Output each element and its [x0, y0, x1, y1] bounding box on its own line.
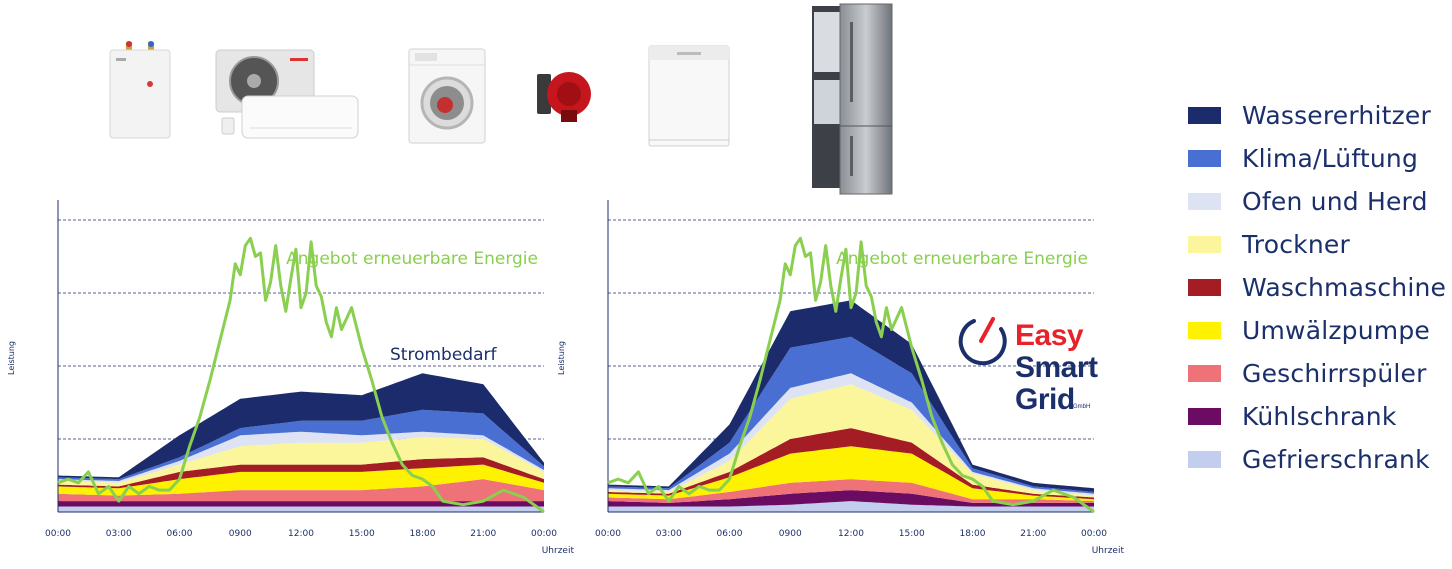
legend-label: Geschirrspüler: [1242, 359, 1427, 388]
legend-item: Ofen und Herd: [1188, 180, 1446, 223]
x-tick-label: 0900: [779, 529, 802, 539]
dishwasher-icon: [648, 45, 730, 147]
water-heater-icon: [109, 41, 171, 139]
x-axis-label: Uhrzeit: [1092, 546, 1125, 556]
washing-machine-icon: [408, 48, 486, 144]
x-tick-label: 0900: [229, 529, 252, 539]
chart-left: 00:00 03:00 06:00 0900 12:00 15:00 18:00 21:00 0…: [7, 200, 575, 556]
logo-smart: Smart: [1015, 351, 1098, 384]
x-tick-label: 00:00: [1081, 529, 1107, 539]
area-series: [608, 490, 1094, 507]
x-tick-label: 06:00: [167, 529, 193, 539]
x-tick-label: 00:00: [531, 529, 557, 539]
legend-label: Wassererhitzer: [1242, 101, 1431, 130]
legend-item: Waschmaschine: [1188, 266, 1446, 309]
legend-swatch: [1188, 365, 1221, 382]
legend-swatch: [1188, 408, 1221, 425]
legend-item: Klima/Lüftung: [1188, 137, 1446, 180]
area-series: [608, 501, 1094, 512]
x-tick-label: 15:00: [899, 529, 925, 539]
area-series: [608, 428, 1094, 500]
renewable-line: [607, 236, 1095, 514]
y-axis-label: Leistung: [557, 341, 566, 375]
renewable-line: [57, 236, 545, 514]
legend-swatch: [1188, 322, 1221, 339]
x-tick-label: 03:00: [656, 529, 682, 539]
area-series: [58, 457, 544, 489]
area-series: [58, 464, 544, 496]
renewable-annotation: Angebot erneuerbare Energie: [286, 249, 538, 269]
x-tick-label: 00:00: [45, 529, 71, 539]
area-series: [608, 336, 1094, 494]
x-tick-label: 18:00: [410, 529, 436, 539]
legend-swatch: [1188, 150, 1221, 167]
area-series: [58, 501, 544, 507]
legend-swatch: [1188, 236, 1221, 253]
legend-item: Kühlschrank: [1188, 395, 1446, 438]
area-series: [58, 409, 544, 481]
legend-item: Umwälzpumpe: [1188, 309, 1446, 352]
demand-annotation: Strombedarf: [390, 345, 497, 365]
x-axis-label: Uhrzeit: [542, 546, 575, 556]
area-series: [58, 437, 544, 487]
legend-swatch: [1188, 279, 1221, 296]
air-conditioner-icon: [215, 49, 359, 139]
legend-label: Kühlschrank: [1242, 402, 1397, 431]
area-series: [58, 373, 544, 480]
x-tick-label: 12:00: [838, 529, 864, 539]
legend-item: Wassererhitzer: [1188, 94, 1446, 137]
x-tick-label: 15:00: [349, 529, 375, 539]
logo-gmbh: GmbH: [1073, 404, 1091, 410]
legend-label: Klima/Lüftung: [1242, 144, 1419, 173]
legend-item: Gefrierschrank: [1188, 438, 1446, 481]
legend-label: Waschmaschine: [1242, 273, 1447, 302]
fridge-freezer-icon: [812, 3, 893, 195]
logo-easy: Easy: [1015, 319, 1084, 352]
circulation-pump-icon: [537, 72, 591, 122]
logo-power-symbol-icon: [958, 317, 1007, 366]
easy-smart-grid-logo: Easy Smart Grid GmbH: [955, 313, 1105, 423]
legend-swatch: [1188, 107, 1221, 124]
x-tick-label: 18:00: [960, 529, 986, 539]
area-series: [608, 384, 1094, 498]
x-tick-label: 12:00: [288, 529, 314, 539]
x-tick-label: 06:00: [717, 529, 743, 539]
legend-swatch: [1188, 451, 1221, 468]
legend-label: Ofen und Herd: [1242, 187, 1428, 216]
legend: Wassererhitzer Klima/Lüftung Ofen und Herd…: [1188, 94, 1446, 481]
legend-label: Trockner: [1242, 230, 1350, 259]
renewable-annotation: Angebot erneuerbare Energie: [836, 249, 1088, 269]
x-tick-label: 21:00: [1020, 529, 1046, 539]
x-tick-label: 03:00: [106, 529, 132, 539]
legend-swatch: [1188, 193, 1221, 210]
area-series: [608, 479, 1094, 503]
legend-item: Trockner: [1188, 223, 1446, 266]
legend-item: Geschirrspüler: [1188, 352, 1446, 395]
x-tick-label: 21:00: [470, 529, 496, 539]
x-tick-label: 00:00: [595, 529, 621, 539]
y-axis-label: Leistung: [7, 341, 16, 375]
chart-right: 00:00 03:00 06:00 0900 12:00 15:00 18:00 21:00 0…: [557, 200, 1125, 556]
legend-label: Umwälzpumpe: [1242, 316, 1431, 345]
area-series: [58, 506, 544, 512]
area-series: [58, 431, 544, 483]
logo-grid: Grid: [1015, 383, 1075, 416]
area-series: [608, 446, 1094, 502]
legend-label: Gefrierschrank: [1242, 445, 1430, 474]
